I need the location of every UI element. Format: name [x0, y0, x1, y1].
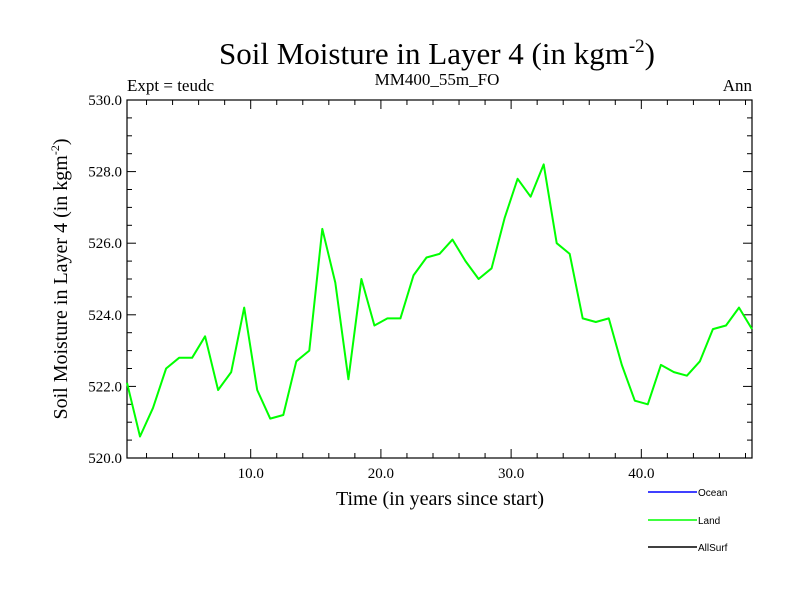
y-tick-label: 526.0: [88, 236, 122, 252]
plot-area: [126, 99, 753, 459]
y-tick-label: 520.0: [88, 451, 122, 467]
legend-label-land: Land: [698, 516, 720, 527]
y-tick-label: 524.0: [88, 308, 122, 324]
y-axis-label-superscript: -2: [48, 145, 62, 155]
x-axis-label: Time (in years since start): [336, 488, 544, 510]
series-layer: [126, 163, 753, 438]
chart-title-main: Soil Moisture in Layer 4 (in kgm: [219, 36, 629, 71]
x-tick-label: 20.0: [368, 466, 394, 482]
y-tick-label: 528.0: [88, 165, 122, 181]
chart-title: Soil Moisture in Layer 4 (in kgm-2): [219, 36, 655, 71]
chart-subtitle: MM400_55m_FO: [375, 70, 500, 89]
season-label: Ann: [723, 76, 753, 95]
x-axis: 10.0 20.0 30.0 40.0: [146, 100, 746, 482]
legend: Ocean Land AllSurf: [648, 488, 728, 554]
series-line-land: [126, 163, 753, 438]
y-tick-label: 530.0: [88, 93, 122, 109]
x-tick-label: 40.0: [628, 466, 654, 482]
y-axis-label-main: Soil Moisture in Layer 4 (in kgm: [50, 155, 72, 420]
chart-title-superscript: -2: [629, 36, 645, 57]
y-axis-label-end: ): [50, 138, 72, 145]
chart-title-end: ): [645, 36, 655, 71]
y-axis-label: Soil Moisture in Layer 4 (in kgm-2): [48, 138, 72, 419]
y-axis: 520.0 522.0 524.0 526.0 528.0 530.0: [88, 93, 752, 467]
legend-label-ocean: Ocean: [698, 488, 727, 499]
x-tick-label: 30.0: [498, 466, 524, 482]
legend-label-allsurf: AllSurf: [698, 543, 728, 554]
y-tick-label: 522.0: [88, 379, 122, 395]
x-tick-label: 10.0: [238, 466, 264, 482]
experiment-label: Expt = teudc: [127, 76, 214, 95]
